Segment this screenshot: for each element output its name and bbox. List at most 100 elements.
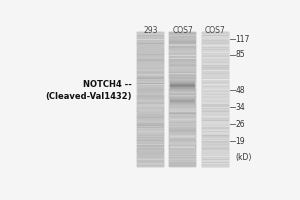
Bar	[169, 83, 196, 84]
Bar	[169, 45, 196, 46]
Bar	[202, 108, 229, 109]
Bar	[169, 93, 196, 94]
Bar	[202, 52, 229, 53]
Bar	[202, 134, 229, 135]
Bar	[137, 62, 164, 63]
Bar	[169, 150, 196, 151]
Bar	[202, 90, 229, 91]
Bar	[202, 85, 229, 86]
Bar	[169, 139, 196, 140]
Bar	[169, 50, 196, 52]
Bar	[137, 54, 164, 55]
Bar	[202, 104, 229, 105]
Bar	[202, 61, 229, 62]
Bar	[202, 45, 229, 46]
Bar	[137, 164, 164, 165]
Bar	[202, 92, 229, 93]
Bar	[202, 130, 229, 131]
Bar	[202, 137, 229, 138]
Bar	[202, 93, 229, 94]
Bar	[169, 62, 196, 63]
Bar	[137, 113, 164, 114]
Bar	[138, 65, 163, 66]
Bar	[137, 72, 164, 73]
Text: 85: 85	[235, 50, 245, 59]
Bar	[169, 112, 196, 113]
Bar	[202, 158, 229, 159]
Bar	[138, 112, 163, 113]
Bar	[169, 68, 196, 70]
Bar	[138, 49, 163, 50]
Bar	[138, 150, 163, 151]
Bar	[169, 123, 196, 125]
Bar	[169, 66, 196, 67]
Bar	[169, 48, 196, 49]
Bar	[138, 53, 163, 54]
Bar	[169, 65, 196, 66]
Bar	[169, 52, 196, 53]
Text: 293: 293	[143, 26, 158, 35]
Bar	[138, 111, 163, 112]
Bar	[202, 135, 229, 136]
Bar	[169, 32, 196, 167]
Bar	[202, 54, 229, 55]
Bar	[137, 101, 164, 102]
Bar	[137, 58, 164, 59]
Bar	[170, 79, 196, 80]
Bar	[202, 132, 229, 134]
Bar	[138, 51, 163, 52]
Bar	[202, 164, 229, 165]
Bar	[202, 143, 229, 144]
Bar	[137, 110, 164, 111]
Bar	[138, 132, 163, 133]
Bar	[137, 132, 164, 134]
Text: 48: 48	[235, 86, 245, 95]
Bar	[169, 72, 196, 73]
Bar	[137, 150, 164, 151]
Bar	[202, 81, 229, 82]
Bar	[169, 128, 196, 129]
Text: (kD): (kD)	[235, 153, 252, 162]
Bar	[138, 62, 163, 63]
Bar	[137, 38, 164, 39]
Bar	[169, 151, 196, 153]
Bar	[170, 53, 196, 54]
Bar	[202, 112, 229, 113]
Bar	[202, 91, 229, 92]
Bar	[169, 99, 196, 100]
Bar	[169, 73, 196, 74]
Bar	[137, 94, 164, 95]
Bar	[137, 136, 164, 137]
Bar	[137, 59, 164, 61]
Bar	[138, 151, 163, 152]
Bar	[170, 96, 196, 97]
Bar	[169, 89, 196, 90]
Bar	[137, 109, 164, 110]
Bar	[169, 148, 196, 149]
Bar	[169, 105, 196, 107]
Bar	[137, 159, 164, 160]
Bar	[169, 145, 196, 146]
Bar	[138, 64, 163, 65]
Bar	[137, 151, 164, 153]
Bar	[169, 77, 196, 79]
Bar	[202, 166, 229, 167]
Bar	[137, 129, 164, 130]
Bar	[170, 84, 196, 85]
Bar	[170, 89, 196, 90]
Bar	[170, 85, 196, 86]
Text: 19: 19	[235, 137, 245, 146]
Bar	[170, 51, 196, 52]
Bar	[169, 137, 196, 138]
Bar	[169, 34, 196, 35]
Bar	[169, 116, 196, 117]
Bar	[202, 72, 229, 73]
Bar	[138, 47, 163, 48]
Bar	[137, 149, 164, 150]
Bar	[202, 56, 229, 57]
Bar	[169, 109, 196, 110]
Bar	[202, 80, 229, 81]
Bar	[202, 120, 229, 121]
Bar	[202, 76, 229, 77]
Bar	[170, 99, 196, 100]
